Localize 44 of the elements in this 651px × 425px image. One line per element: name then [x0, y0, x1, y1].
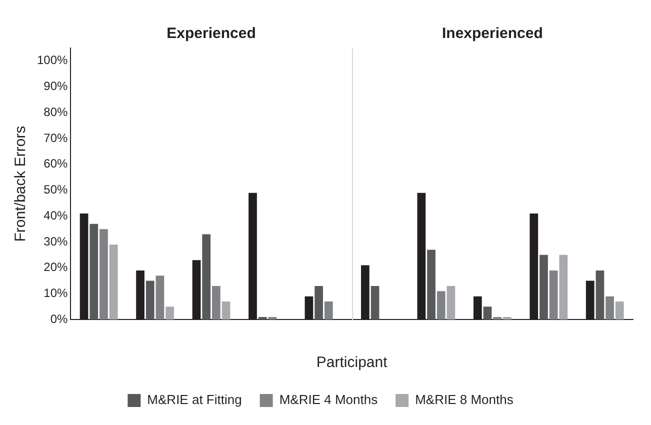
legend-label: M&RIE 8 Months [415, 392, 514, 408]
y-tick-label: 80% [44, 104, 68, 119]
y-tick-label: 90% [44, 79, 68, 94]
bar [109, 244, 118, 320]
bar [156, 276, 164, 320]
bar [268, 317, 277, 320]
legend-label: M&RIE 4 Months [279, 392, 378, 408]
bar [90, 224, 98, 320]
bar [606, 296, 614, 320]
bar [549, 270, 558, 320]
y-tick-label: 70% [44, 130, 68, 145]
bar [324, 301, 333, 320]
bar [446, 286, 456, 320]
x-axis-title: Participant [316, 354, 388, 372]
bar [436, 291, 446, 320]
y-tick-label: 100% [36, 53, 68, 68]
y-tick-label: 60% [44, 156, 68, 171]
legend-label: M&RIE at Fitting [147, 392, 242, 408]
text: Inexperienced [442, 25, 543, 42]
bar [166, 306, 174, 320]
bar [146, 280, 154, 320]
bar [314, 286, 323, 320]
y-tick-label: 20% [44, 260, 68, 274]
bar [258, 317, 267, 320]
bar [503, 317, 512, 320]
bar [493, 317, 502, 320]
bar [483, 306, 492, 320]
bar [222, 301, 230, 320]
y-axis-title: Front/back Errors [12, 126, 30, 242]
bar [596, 270, 604, 320]
bar [615, 301, 624, 320]
y-tick-label: 50% [44, 182, 68, 197]
bar [212, 286, 220, 320]
y-tick-label: 0% [50, 312, 68, 326]
y-tick-label: 40% [44, 208, 68, 222]
bar [427, 250, 436, 320]
text: Experienced [166, 25, 256, 42]
y-tick-label: 10% [44, 286, 68, 300]
bar [559, 254, 568, 320]
bar [540, 254, 548, 320]
bar [202, 234, 211, 320]
bar [100, 229, 108, 320]
y-tick-label: 30% [44, 234, 68, 248]
bar [370, 286, 380, 320]
